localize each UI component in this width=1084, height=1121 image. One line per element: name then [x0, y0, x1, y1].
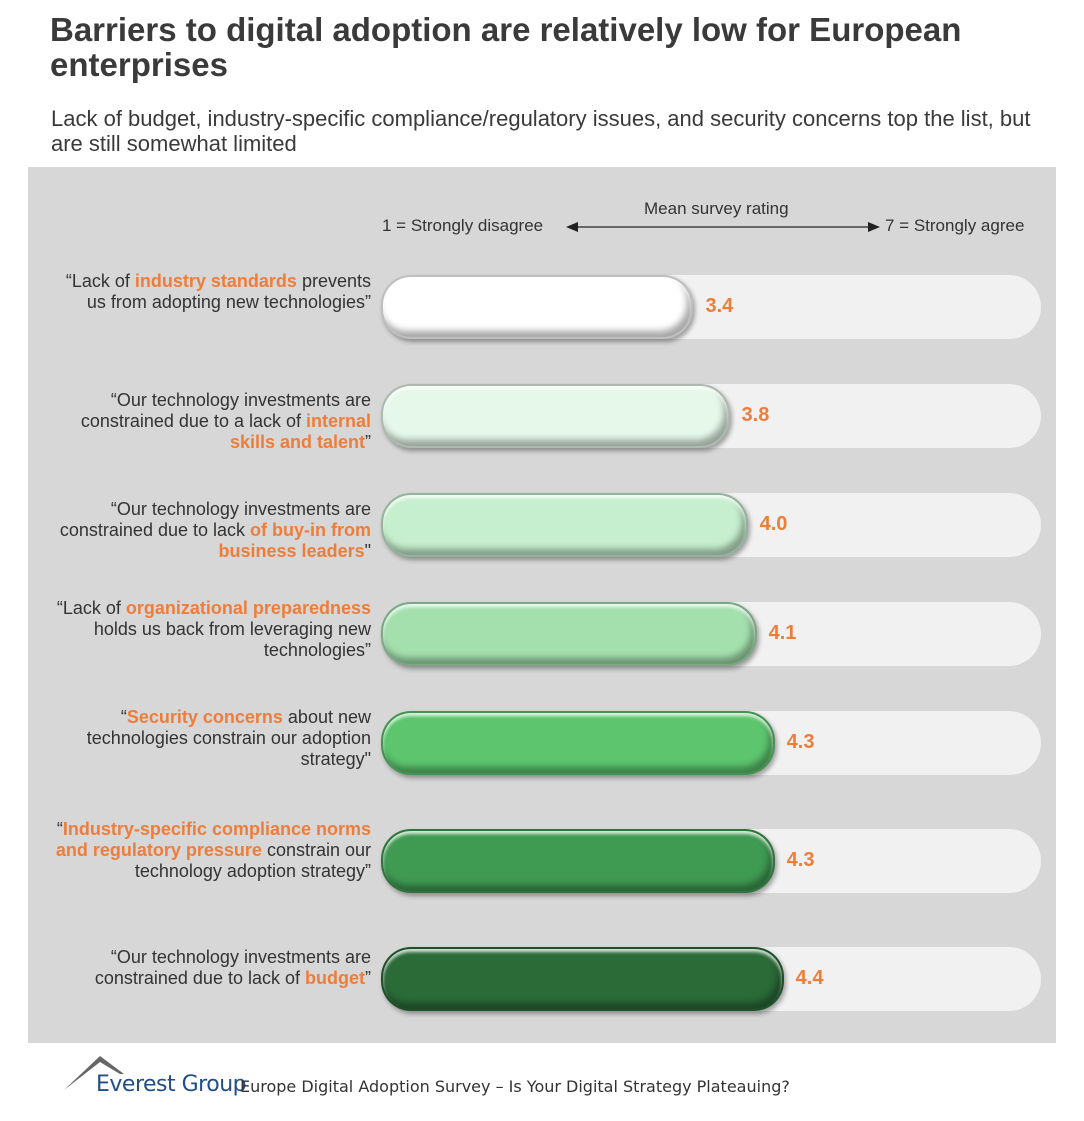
axis-max-label: 7 = Strongly agree [885, 216, 1025, 235]
label-highlight: of buy-in from business leaders [218, 520, 371, 561]
data-label: 4.3 [786, 731, 815, 753]
data-label: 3.4 [705, 295, 734, 317]
bar [381, 384, 730, 448]
bar [381, 602, 757, 666]
category-label: “Lack of industry standards prevents us … [51, 271, 371, 313]
bar [381, 493, 748, 557]
category-label: “Industry-specific compliance norms and … [51, 819, 371, 882]
category-label: “Security concerns about new technologie… [51, 707, 371, 770]
bar [381, 275, 694, 339]
chart-subtitle: Lack of budget, industry-specific compli… [51, 106, 1031, 156]
label-text: about new technologies constrain our ado… [86, 707, 371, 769]
everest-logo-mark [64, 1056, 124, 1090]
label-highlight: industry standards [134, 271, 297, 291]
bar-row: “Lack of organizational preparedness hol… [0, 598, 1084, 668]
label-text: prevents us from adopting new technologi… [86, 271, 371, 312]
category-label: “Our technology investments are constrai… [51, 947, 371, 989]
data-label: 4.0 [759, 513, 788, 535]
label-highlight: organizational preparedness [125, 598, 371, 618]
label-text: “Our technology investments are constrai… [94, 947, 371, 988]
axis-double-arrow [566, 222, 880, 232]
label-text: “Lack of [56, 598, 126, 618]
bar-row: “Lack of industry standards prevents us … [0, 271, 1084, 341]
bar [381, 829, 775, 893]
category-label: “Our technology investments are constrai… [51, 390, 371, 453]
bar [381, 947, 784, 1011]
bar-row: “Industry-specific compliance norms and … [0, 819, 1084, 895]
company-logo-text: Everest Group [96, 1072, 247, 1097]
axis-min-label: 1 = Strongly disagree [382, 216, 544, 235]
label-text: “Our technology investments are constrai… [80, 390, 371, 431]
category-label: “Our technology investments are constrai… [51, 499, 371, 562]
bar [381, 711, 775, 775]
bar-row: “Our technology investments are constrai… [0, 947, 1084, 1013]
label-text: “Lack of [65, 271, 135, 291]
category-label: “Lack of organizational preparedness hol… [51, 598, 371, 661]
bar-row: “Our technology investments are constrai… [0, 493, 1084, 562]
label-text: holds us back from leveraging new techno… [93, 619, 371, 660]
bar-row: “Security concerns about new technologie… [0, 707, 1084, 777]
label-highlight: Industry-specific compliance norms and r… [55, 819, 371, 860]
source-note: Europe Digital Adoption Survey – Is Your… [240, 1077, 790, 1096]
label-highlight: budget [305, 968, 365, 988]
label-text: “Our technology investments are constrai… [59, 499, 371, 540]
label-text: " [364, 541, 371, 561]
label-text: “ [120, 707, 127, 727]
data-label: 3.8 [741, 404, 770, 426]
bar-row: “Our technology investments are constrai… [0, 384, 1084, 453]
chart-title: Barriers to digital adoption are relativ… [50, 11, 962, 83]
label-text: constrain our technology adoption strate… [134, 840, 371, 881]
axis-title: Mean survey rating [644, 199, 789, 218]
data-label: 4.3 [786, 849, 815, 871]
label-highlight: internal skills and talent [229, 411, 371, 452]
data-label: 4.1 [768, 622, 797, 644]
label-text: “ [56, 819, 63, 839]
label-text: ” [365, 968, 371, 988]
data-label: 4.4 [795, 967, 824, 989]
label-text: ” [365, 432, 371, 452]
label-highlight: Security concerns [126, 707, 283, 727]
